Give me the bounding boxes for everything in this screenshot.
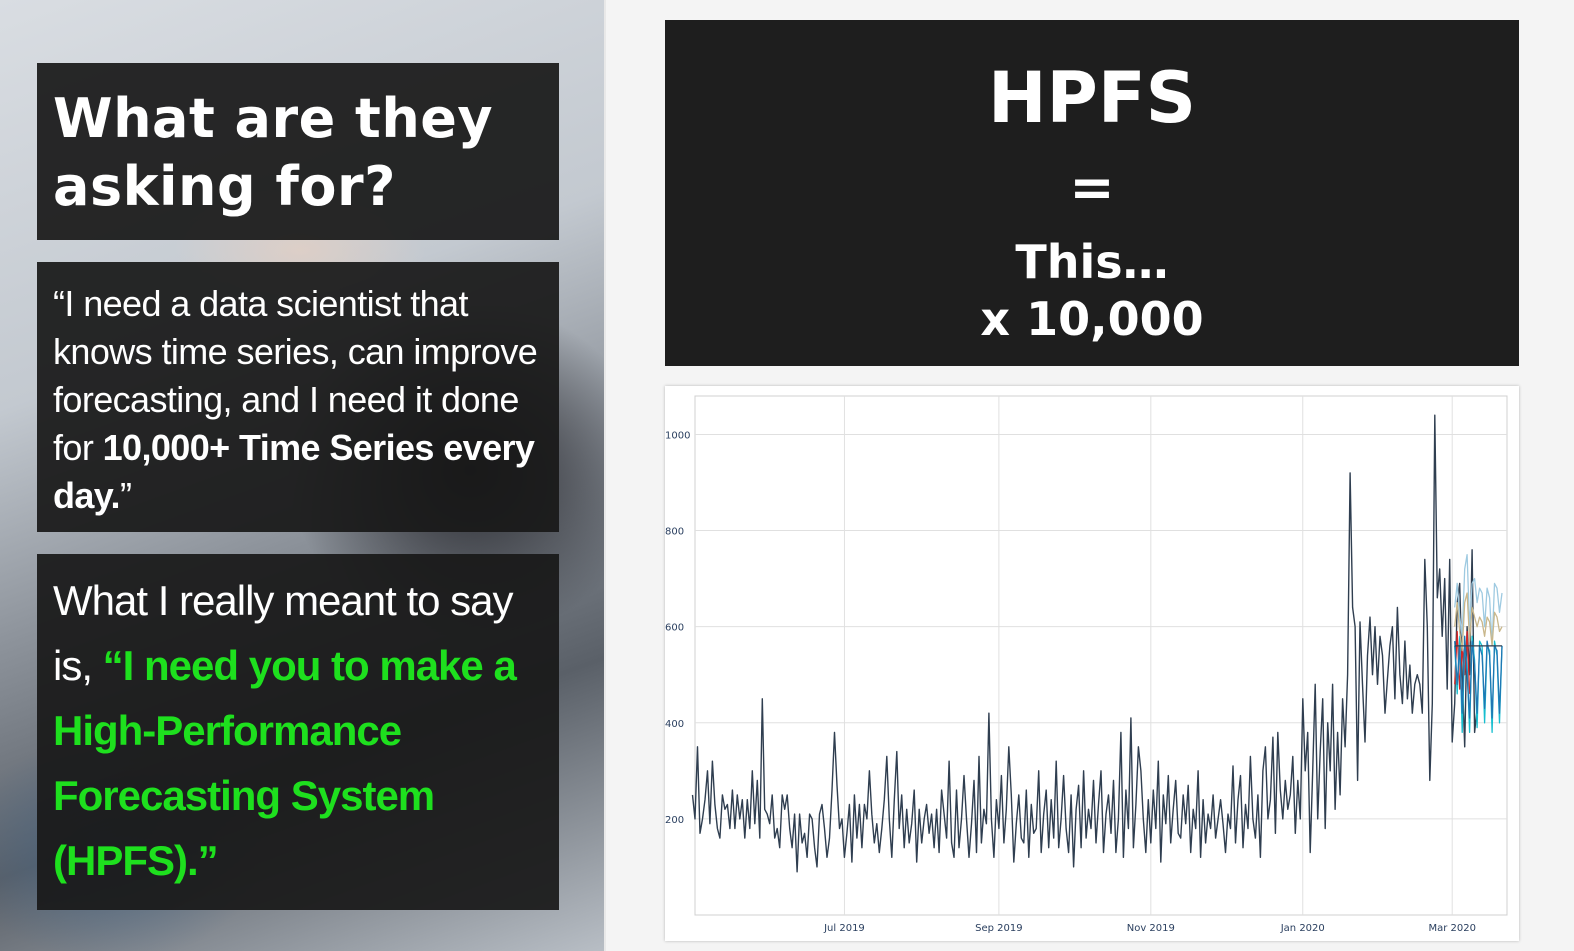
equals-sign: =	[1069, 156, 1115, 219]
forecast-chart-card: Jul 2019 Sep 2019 Nov 2019 Jan 2020 Mar 2020…	[665, 386, 1519, 941]
hpfs-title: HPFS	[987, 57, 1197, 139]
x-tick-label: Jul 2019	[823, 923, 865, 934]
quote-close-mark: ”	[119, 475, 132, 516]
y-tick-label: 1000	[665, 430, 690, 441]
meaning-lead: What I really meant to say is,	[53, 577, 514, 689]
series-line-forecast_tan	[1454, 592, 1503, 652]
y-tick-label: 600	[665, 623, 684, 634]
x-tick-label: Mar 2020	[1428, 923, 1476, 934]
y-tick-label: 800	[665, 527, 684, 538]
x-tick-label: Nov 2019	[1127, 923, 1175, 934]
x-tick-label: Jan 2020	[1280, 923, 1325, 934]
meaning-card: What I really meant to say is, “I need y…	[37, 554, 559, 910]
x-tick-label: Sep 2019	[975, 923, 1022, 934]
series-line-forecast_blue	[1454, 635, 1503, 719]
quote-text: “I need a data scientist that knows time…	[53, 280, 543, 520]
forecast-chart: Jul 2019 Sep 2019 Nov 2019 Jan 2020 Mar 2020…	[665, 395, 1508, 934]
title-card: What are they asking for?	[37, 63, 559, 240]
this-label: This…	[1015, 235, 1169, 289]
quote-text-bold: 10,000+ Time Series every day.	[53, 427, 535, 516]
quote-card: “I need a data scientist that knows time…	[37, 262, 559, 532]
multiplier-label: x 10,000	[980, 292, 1204, 346]
meaning-highlight: “I need you to make a High-Performance F…	[53, 642, 517, 884]
hpfs-card: HPFS = This… x 10,000	[665, 20, 1519, 366]
meaning-text: What I really meant to say is, “I need y…	[53, 568, 543, 893]
series-line-forecast_light	[1454, 553, 1503, 647]
plot-area	[694, 395, 1508, 916]
slide-title: What are they asking for?	[53, 87, 494, 218]
y-tick-label: 400	[665, 719, 684, 730]
quote-text-regular: “I need a data scientist that knows time…	[53, 283, 538, 468]
y-tick-label: 200	[665, 815, 684, 826]
series-line-actual	[691, 414, 1478, 873]
